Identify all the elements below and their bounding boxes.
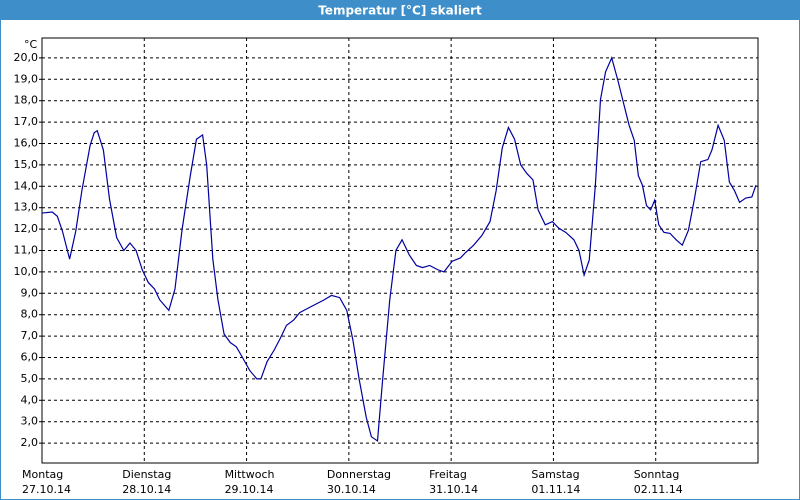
y-tick-label: 9,0 <box>21 286 39 299</box>
x-tick-date: 27.10.14 <box>22 483 71 496</box>
temperature-line <box>41 56 757 443</box>
y-tick-label: 19,0 <box>14 72 39 85</box>
x-tick-date: 28.10.14 <box>122 483 171 496</box>
y-tick-label: 3,0 <box>21 415 39 428</box>
y-tick-label: 5,0 <box>21 372 39 385</box>
y-tick-label: 4,0 <box>21 393 39 406</box>
y-tick-label: 16,0 <box>14 137 39 150</box>
plot-border <box>41 37 759 464</box>
y-tick-label: 6,0 <box>21 350 39 363</box>
x-tick-label: Freitag <box>429 468 467 481</box>
title-bar <box>0 0 800 20</box>
chart-title: Temperatur [°C] skaliert <box>318 4 482 18</box>
y-tick-label: 2,0 <box>21 436 39 449</box>
y-tick-label: 12,0 <box>14 222 39 235</box>
y-tick-label: 15,0 <box>14 158 39 171</box>
y-tick-label: 20,0 <box>14 51 39 64</box>
x-tick-date: 30.10.14 <box>327 483 376 496</box>
x-tick-date: 31.10.14 <box>429 483 478 496</box>
x-tick-label: Montag <box>22 468 63 481</box>
x-tick-label: Mittwoch <box>225 468 275 481</box>
x-tick-date: 29.10.14 <box>225 483 274 496</box>
y-tick-label: 13,0 <box>14 201 39 214</box>
y-tick-label: 11,0 <box>14 244 39 257</box>
y-tick-label: 17,0 <box>14 115 39 128</box>
x-tick-date: 01.11.14 <box>531 483 580 496</box>
y-tick-label: 18,0 <box>14 94 39 107</box>
y-tick-label: 10,0 <box>14 265 39 278</box>
x-tick-label: Donnerstag <box>327 468 391 481</box>
x-tick-label: Sonntag <box>634 468 680 481</box>
y-axis-label: °C <box>24 38 38 51</box>
x-tick-date: 02.11.14 <box>634 483 683 496</box>
y-tick-label: 7,0 <box>21 329 39 342</box>
x-tick-label: Samstag <box>531 468 579 481</box>
y-tick-label: 14,0 <box>14 179 39 192</box>
y-tick-label: 8,0 <box>21 308 39 321</box>
x-tick-label: Dienstag <box>122 468 171 481</box>
